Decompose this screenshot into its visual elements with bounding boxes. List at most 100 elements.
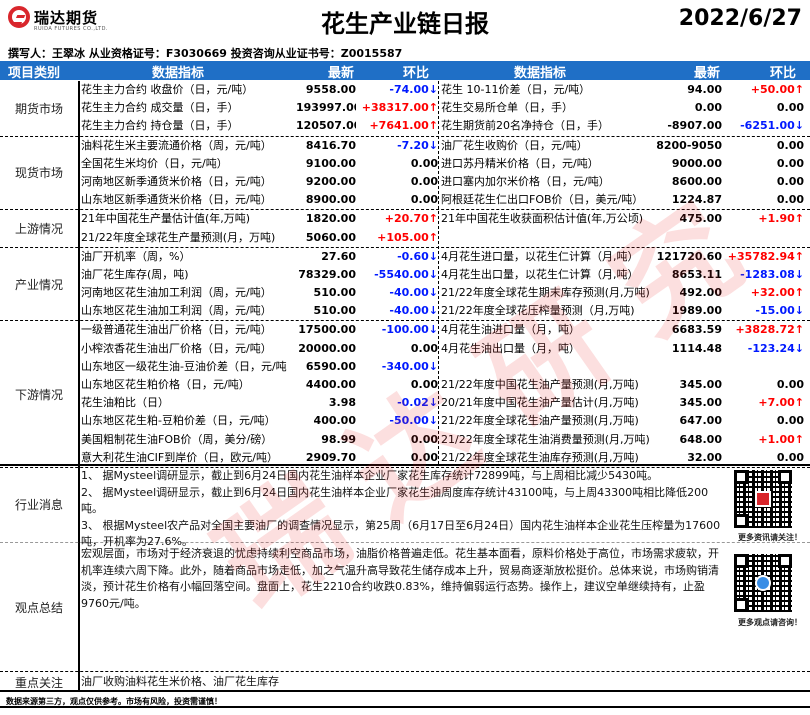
latest-cell: 193997.00 (296, 101, 356, 115)
latest-cell: 17500.00 (298, 323, 356, 337)
latest-cell: 9200.00 (305, 174, 356, 188)
table-row: 山东地区花生粕价格（日，元/吨） 4400.00 0.00 21/22年度中国花生油产… (0, 376, 810, 394)
indicator-right-cell: 花生期货前20名净持仓（日，手） (441, 119, 609, 133)
news-category: 行业消息 (14, 497, 63, 512)
latest-right-cell: 492.00 (679, 286, 722, 300)
table-row: 油厂花生库存(周，吨) 78329.00 -5540.00↓ 4月花生出口量，以花生仁… (0, 266, 810, 284)
change-right-cell: 0.00 (776, 193, 804, 207)
indicator-right-cell: 花生 10-11价差（日，元/吨） (441, 83, 591, 96)
latest-cell: 9100.00 (305, 156, 356, 170)
logo-subtext: RUIDA FUTURES CO.,LTD. (34, 26, 109, 32)
indicator-cell: 油厂开机率（周，%） (81, 249, 191, 263)
change-right-cell: 0.00 (776, 174, 804, 188)
change-right-cell: +50.00↑ (750, 83, 804, 96)
change-cell: 0.00 (410, 341, 438, 355)
section: 产业情况 油厂开机率（周，%） 27.60 -0.60↓ 4月花生进口量，以花生仁计算（… (0, 248, 810, 322)
table-row: 山东地区一级花生油-豆油价差（日，元/吨 6590.00 -340.00↓ (0, 358, 810, 376)
change-cell: 0.00 (410, 432, 438, 446)
qr-code-summary (734, 554, 792, 612)
latest-right-cell: 1224.87 (671, 193, 722, 207)
logo-text: 瑞达期货 (34, 8, 99, 27)
summary-category: 观点总结 (14, 601, 63, 615)
latest-right-cell: 9000.00 (671, 156, 722, 170)
change-right-cell: 0.00 (776, 450, 804, 464)
col-latest2: 最新 (694, 66, 721, 81)
change-cell: -340.00↓ (381, 359, 438, 373)
indicator-cell: 花生主力合约 成交量（日，手） (81, 101, 239, 115)
data-table: 期货市场 花生主力合约 收盘价（日，元/吨） 9558.00 -74.00↓ 花生 10… (0, 81, 810, 468)
latest-cell: 8416.70 (305, 138, 356, 152)
report-header: 瑞达期货 RUIDA FUTURES CO.,LTD. 花生产业链日报 2022… (0, 0, 810, 42)
section: 期货市场 花生主力合约 收盘价（日，元/吨） 9558.00 -74.00↓ 花生 10… (0, 81, 810, 137)
indicator-right-cell: 4月花生油进口量（月，吨） (441, 323, 580, 337)
indicator-right-cell: 21/22年度全球花生油消费量预测(月,万吨) (441, 432, 650, 446)
latest-cell: 9558.00 (305, 83, 356, 96)
table-row: 21/22年度全球花生产量预测(月，万吨) 5060.00 +105.00↑ (0, 229, 810, 247)
change-right-cell: -1283.08↓ (740, 267, 804, 281)
indicator-right-cell: 21/22年度全球花生期末库存预测(月,万吨) (441, 286, 650, 300)
latest-cell: 5060.00 (305, 230, 356, 244)
indicator-cell: 一级普通花生油出厂价格（日，元/吨） (81, 323, 272, 337)
latest-right-cell: 345.00 (679, 396, 722, 410)
change-cell: 0.00 (410, 156, 438, 170)
change-cell: -100.00↓ (381, 323, 438, 337)
indicator-right-cell: 21/22年度全球花压榨量预测（月,万吨) (441, 304, 635, 318)
indicator-right-cell: 20/21年度中国花生油产量估计(月,万吨) (441, 396, 639, 410)
change-cell: +7641.00↑ (369, 119, 438, 133)
change-cell: -74.00↓ (389, 83, 438, 96)
indicator-cell: 山东地区花生粕-豆粕价差（日，元/吨） (81, 414, 276, 428)
section: 下游情况 一级普通花生油出厂价格（日，元/吨） 17500.00 -100.00↓ 4月… (0, 321, 810, 468)
summary-text: 宏观层面，市场对于经济衰退的忧虑持续利空商品市场，油脂价格普遍走低。花生基本面看… (81, 547, 719, 610)
news-section: 行业消息 1、 据Mysteel调研显示，截止到6月24日国内花生油样本企业厂家… (0, 464, 810, 548)
indicator-right-cell: 21/22年度全球花生油产量预测(月,万吨) (441, 414, 639, 428)
section-category: 现货市场 (14, 166, 63, 181)
change-right-cell: +3828.72↑ (735, 323, 804, 337)
section-category: 产业情况 (14, 277, 63, 292)
change-cell: -0.60↓ (397, 249, 438, 263)
change-cell: -50.00↓ (389, 414, 438, 428)
table-row: 花生主力合约 成交量（日，手） 193997.00 +38317.00↑ 花生交易所仓… (0, 99, 810, 117)
change-cell: -0.02↓ (397, 396, 438, 410)
table-row: 花生主力合约 收盘价（日，元/吨） 9558.00 -74.00↓ 花生 10-11价… (0, 81, 810, 99)
table-row: 花生主力合约 持仓量（日，手） 120507.00 +7641.00↑ 花生期货前20… (0, 117, 810, 135)
latest-cell: 120507.00 (296, 119, 356, 133)
table-row: 河南地区新季通货米价格（日，元/吨） 9200.00 0.00 进口塞内加尔米价格（日… (0, 173, 810, 191)
col-category: 项目类别 (8, 66, 61, 81)
latest-cell: 98.99 (321, 432, 356, 446)
indicator-cell: 全国花生米均价（日，元/吨） (81, 156, 228, 170)
company-logo: 瑞达期货 (8, 6, 98, 28)
latest-cell: 510.00 (313, 304, 356, 318)
change-right-cell: 0.00 (776, 156, 804, 170)
latest-right-cell: 647.00 (679, 414, 722, 428)
indicator-right-cell: 油厂花生收购价（日，元/吨） (441, 138, 588, 152)
disclaimer: 数据来源第三方，观点仅供参考。市场有风险，投资需谨慎！ (0, 690, 810, 708)
table-row: 一级普通花生油出厂价格（日，元/吨） 17500.00 -100.00↓ 4月花生油进… (0, 321, 810, 339)
indicator-cell: 河南地区新季通货米价格（日，元/吨） (81, 174, 272, 188)
indicator-cell: 河南地区花生油加工利润（周，元/吨） (81, 286, 272, 300)
indicator-cell: 山东地区一级花生油-豆油价差（日，元/吨 (81, 359, 287, 373)
indicator-right-cell: 21/22年度全球花生油库存预测(月,万吨) (441, 450, 639, 464)
latest-cell: 6590.00 (305, 359, 356, 373)
qr-caption: 更多资讯请关注！ (738, 533, 802, 542)
change-right-cell: +32.00↑ (750, 286, 804, 300)
latest-right-cell: -8907.00 (667, 119, 722, 133)
indicator-cell: 山东地区花生粕价格（日，元/吨） (81, 378, 250, 391)
latest-right-cell: 32.00 (687, 450, 722, 464)
indicator-right-cell: 4月花生油出口量（月，吨） (441, 341, 580, 355)
indicator-right-cell: 花生交易所仓单（日，手） (441, 101, 573, 115)
latest-cell: 400.00 (313, 414, 356, 428)
indicator-cell: 21/22年度全球花生产量预测(月，万吨) (81, 230, 276, 244)
indicator-right-cell: 进口苏丹精米价格（日，元/吨） (441, 156, 599, 170)
col-indicator2: 数据指标 (514, 66, 567, 81)
section-category: 期货市场 (14, 101, 63, 116)
indicator-cell: 小榨浓香花生油出厂价格（日，元/吨） (81, 341, 272, 355)
latest-cell: 78329.00 (298, 267, 356, 281)
section: 现货市场 油料花生米主要流通价格（周，元/吨） 8416.70 -7.20↓ 油厂花生收… (0, 137, 810, 211)
table-row: 山东地区新季通货米价格（日，元/吨） 8900.00 0.00 阿根廷花生仁出口FOB… (0, 191, 810, 209)
report-date: 2022/6/27 (678, 6, 802, 31)
change-cell: 0.00 (410, 193, 438, 207)
indicator-cell: 21年中国花生产量估计值(年,万吨) (81, 212, 251, 226)
indicator-cell: 意大利花生油CIF到岸价（日，欧元/吨） (81, 450, 278, 464)
latest-cell: 27.60 (321, 249, 356, 263)
summary-section: 观点总结 宏观层面，市场对于经济衰退的忧虑持续利空商品市场，油脂价格普遍走低。花… (0, 544, 810, 672)
